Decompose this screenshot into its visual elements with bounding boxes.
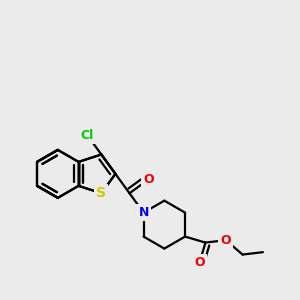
Text: N: N [138,206,149,219]
Text: Cl: Cl [81,129,94,142]
Text: O: O [220,234,231,247]
Text: S: S [96,186,106,200]
Text: O: O [194,256,205,269]
Text: O: O [144,173,154,186]
